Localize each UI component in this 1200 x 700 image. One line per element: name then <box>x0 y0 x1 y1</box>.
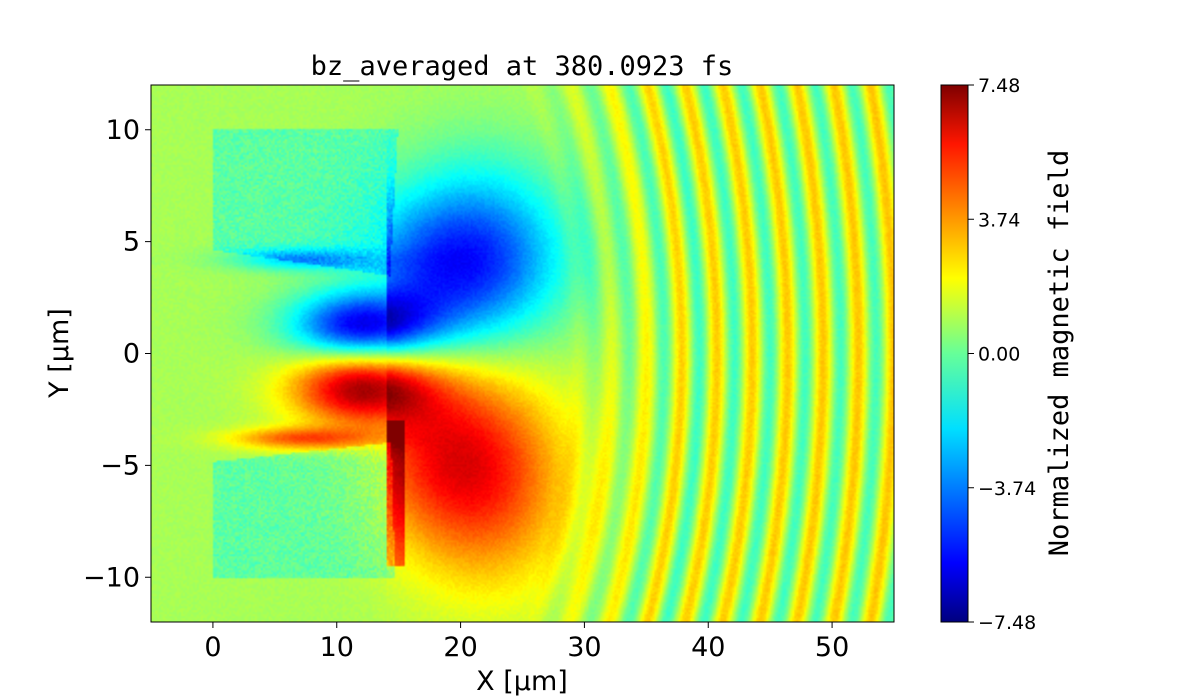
y-tick-label: 10 <box>106 115 140 146</box>
x-tick-label: 20 <box>443 632 477 663</box>
x-tick-label: 30 <box>567 632 601 663</box>
x-tick-label: 40 <box>691 632 725 663</box>
y-tick-label: 5 <box>123 227 140 258</box>
y-axis-ticks: −10 −5 0 5 10 <box>83 115 151 593</box>
colorbar-tick-label: 3.74 <box>978 209 1020 231</box>
colorbar-tick-label: 0.00 <box>978 344 1020 366</box>
colorbar <box>940 84 969 623</box>
x-tick-label: 50 <box>815 632 849 663</box>
heatmap-raster <box>151 85 894 622</box>
colorbar-tick-label: −7.48 <box>978 612 1036 634</box>
heatmap-image <box>151 85 894 622</box>
colorbar-tick-label: −3.74 <box>978 478 1036 500</box>
colorbar-label: Normalized magnetic field <box>1044 150 1075 556</box>
y-axis-label: Y [μm] <box>44 308 75 399</box>
chart-title: bz_averaged at 380.0923 fs <box>311 51 734 82</box>
y-tick-label: −5 <box>100 450 140 481</box>
x-axis-label: X [μm] <box>476 666 568 697</box>
y-tick-label: 0 <box>123 339 140 370</box>
colorbar-ticks: −7.48 −3.74 0.00 3.74 7.48 <box>968 75 1036 634</box>
x-axis-ticks: 0 10 20 30 40 50 <box>204 622 849 663</box>
colorbar-tick-label: 7.48 <box>978 75 1020 97</box>
x-tick-label: 10 <box>320 632 354 663</box>
x-tick-label: 0 <box>204 632 221 663</box>
y-tick-label: −10 <box>83 562 140 593</box>
